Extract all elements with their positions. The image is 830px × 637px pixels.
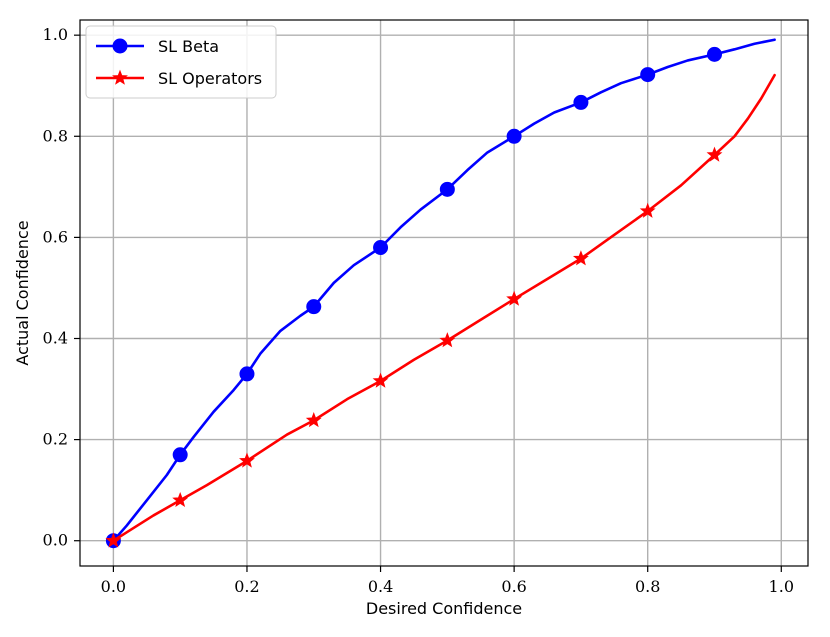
x-tick-label: 1.0	[769, 577, 794, 596]
x-tick-label: 0.6	[501, 577, 526, 596]
data-point-sl-beta	[306, 299, 322, 315]
legend-label-sl-beta: SL Beta	[158, 37, 219, 56]
data-point-sl-beta	[439, 181, 455, 197]
y-tick-label: 0.8	[43, 126, 68, 145]
data-point-sl-beta	[573, 94, 589, 110]
y-tick-label: 0.2	[43, 430, 68, 449]
y-tick-label: 0.6	[43, 227, 68, 246]
x-tick-label: 0.0	[101, 577, 126, 596]
series-sl-operators	[105, 73, 776, 548]
x-tick-label: 0.4	[368, 577, 393, 596]
data-point-sl-beta	[640, 67, 656, 83]
y-axis-label: Actual Confidence	[13, 220, 32, 365]
data-point-sl-operators	[439, 332, 456, 348]
series-sl-beta	[105, 38, 776, 549]
data-point-sl-beta	[506, 128, 522, 144]
x-tick-label: 0.8	[635, 577, 660, 596]
data-point-sl-operators	[639, 202, 656, 218]
data-point-sl-operators	[372, 372, 389, 388]
data-point-sl-beta	[172, 447, 188, 463]
legend-box	[85, 25, 277, 99]
y-tick-label: 1.0	[43, 25, 68, 44]
series-line-sl-operators	[112, 73, 776, 543]
data-point-sl-beta	[239, 366, 255, 382]
series-layer	[105, 38, 776, 549]
x-axis-label: Desired Confidence	[366, 599, 522, 618]
data-point-sl-beta	[706, 46, 722, 62]
legend-marker-sl-beta	[112, 38, 128, 54]
data-point-sl-operators	[305, 412, 322, 428]
data-point-sl-operators	[572, 250, 589, 266]
plot-area	[79, 19, 809, 567]
data-point-sl-operators	[239, 452, 255, 468]
data-point-sl-beta	[373, 240, 389, 255]
data-point-sl-operators	[172, 491, 189, 508]
data-point-sl-operators	[105, 532, 122, 548]
legend-marker-sl-operators	[112, 69, 128, 85]
y-tick-label: 0.0	[43, 531, 68, 550]
x-tick-label: 0.2	[234, 577, 259, 596]
y-tick-label: 0.4	[43, 329, 68, 348]
data-point-sl-operators	[706, 146, 723, 162]
data-point-sl-operators	[506, 290, 523, 306]
series-line-sl-beta	[112, 38, 776, 543]
grid	[80, 20, 808, 566]
axis-ticks: 0.0 0.2 0.4 0.6 0.8 1.0 0.0 0.2 0.4 0.6 0.8 1.0	[43, 25, 794, 596]
legend-label-sl-operators: SL Operators	[158, 69, 262, 88]
legend: SL Beta SL Operators	[85, 25, 277, 99]
